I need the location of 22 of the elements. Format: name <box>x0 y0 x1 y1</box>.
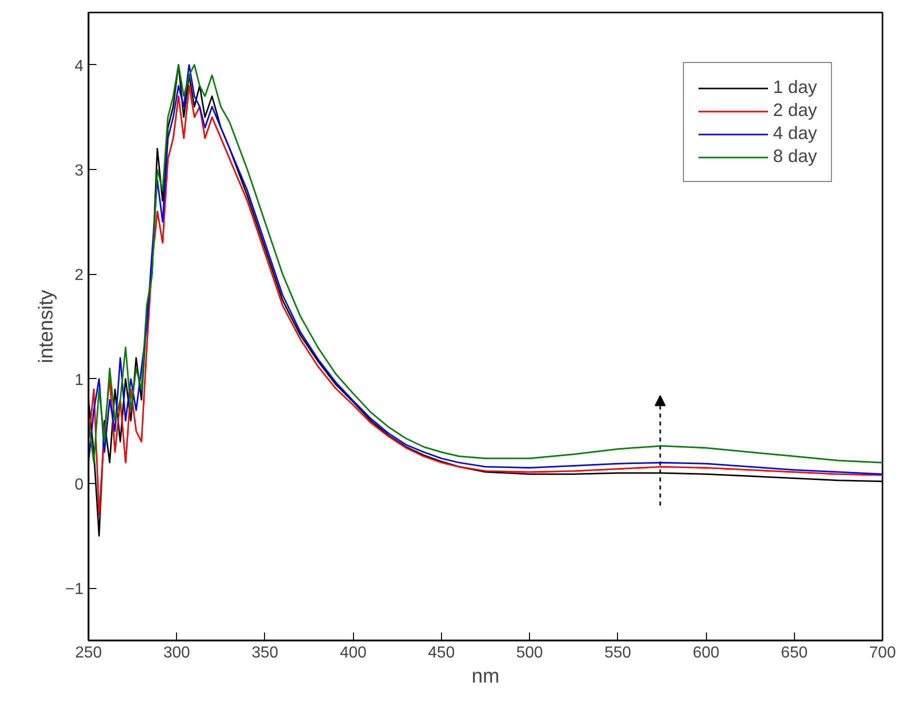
x-axis-title: nm <box>472 666 500 688</box>
x-tick-label: 250 <box>75 644 102 662</box>
y-tick-label: 2 <box>74 267 84 284</box>
y-tick-label: 0 <box>74 476 84 494</box>
x-tick-label: 450 <box>428 644 455 662</box>
legend-label: 8 day <box>772 146 817 167</box>
legend-label: 2 day <box>772 100 817 121</box>
x-tick-label: 550 <box>604 644 632 662</box>
x-tick-label: 650 <box>780 644 808 662</box>
x-tick-label: 600 <box>692 644 720 662</box>
x-tick-label: 300 <box>163 644 190 662</box>
y-tick-label: 1 <box>74 372 84 389</box>
y-tick-label: 3 <box>74 162 84 180</box>
y-tick-label: 4 <box>74 58 84 75</box>
x-tick-label: 500 <box>516 644 544 662</box>
x-tick-label: 350 <box>252 644 278 662</box>
y-tick-label: −1 <box>65 581 84 598</box>
legend-label: 4 day <box>772 123 817 144</box>
x-tick-label: 700 <box>869 644 896 662</box>
legend-label: 1 day <box>772 77 817 98</box>
x-tick-label: 400 <box>340 644 367 662</box>
y-axis-title: intensity <box>35 290 58 364</box>
